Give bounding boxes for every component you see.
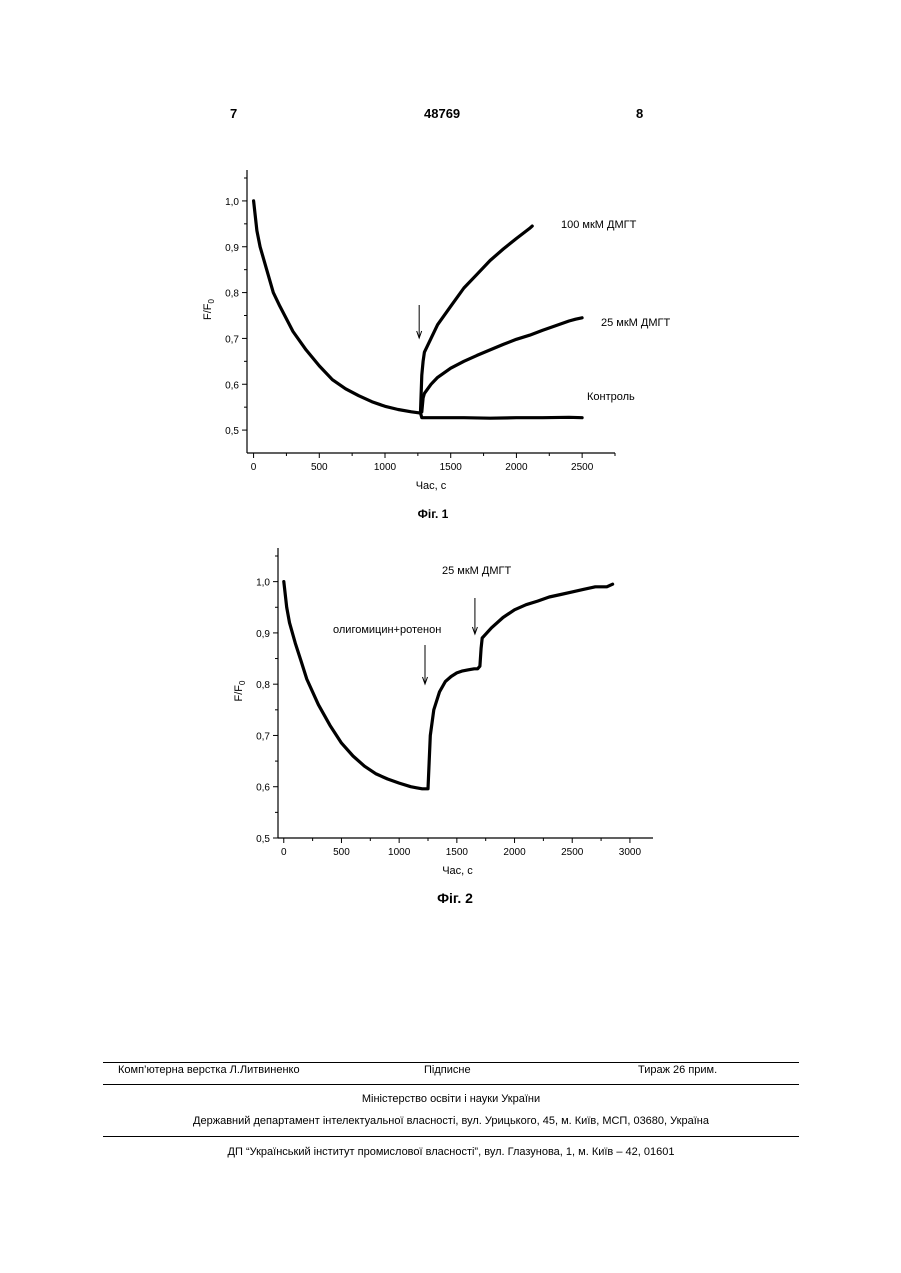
footer-circulation: Тираж 26 прим. — [638, 1064, 717, 1076]
footer-rule-bottom — [103, 1136, 799, 1137]
chart1-x-tick-label: 500 — [333, 847, 350, 858]
chart1-annotation-1: 25 мкМ ДМГТ — [442, 565, 511, 577]
chart1-x-tick-label: 2000 — [503, 847, 526, 858]
chart1-y-axis-label-subscript: 0 — [238, 680, 247, 685]
chart1-y-tick-label: 1,0 — [256, 578, 270, 589]
chart1-x-tick-label: 3000 — [619, 847, 642, 858]
chart1-caption: Фіг. 2 — [437, 890, 473, 906]
chart1-y-axis-label-main: F/F — [233, 685, 245, 702]
footer-department: Державний департамент інтелектуальної вл… — [103, 1115, 799, 1127]
footer-signed: Підписне — [424, 1064, 471, 1076]
footer-institute: ДП “Український інститут промислової вла… — [103, 1146, 799, 1158]
footer-rule-top — [103, 1062, 799, 1063]
chart1-y-tick-label: 0,6 — [256, 783, 270, 794]
footer-layout-credit: Комп’ютерна верстка Л.Литвиненко — [118, 1064, 300, 1076]
chart1-y-tick-label: 0,7 — [256, 731, 270, 742]
chart1-annotation-0: олигомицин+ротенон — [333, 624, 441, 636]
chart1-y-tick-label: 0,8 — [256, 680, 270, 691]
chart1-x-axis-label: Час, с — [442, 865, 473, 877]
footer-rule-middle — [103, 1084, 799, 1085]
chart1-x-tick-label: 2500 — [561, 847, 584, 858]
footer-ministry: Міністерство освіти і науки України — [103, 1093, 799, 1105]
chart1-series-line-0 — [284, 582, 613, 789]
chart1-x-tick-label: 1500 — [446, 847, 469, 858]
chart1-y-axis-label: F/F0 — [233, 680, 247, 702]
chart1-y-tick-label: 0,5 — [256, 834, 270, 845]
figure-2-chart: 0 500 1000 1500 2000 2500 3000 0,5 0,6 0,7 0,8 0,9 1… — [0, 0, 901, 930]
chart1-x-tick-label: 1000 — [388, 847, 411, 858]
chart1-y-tick-label: 0,9 — [256, 629, 270, 640]
chart1-x-tick-label: 0 — [281, 847, 287, 858]
